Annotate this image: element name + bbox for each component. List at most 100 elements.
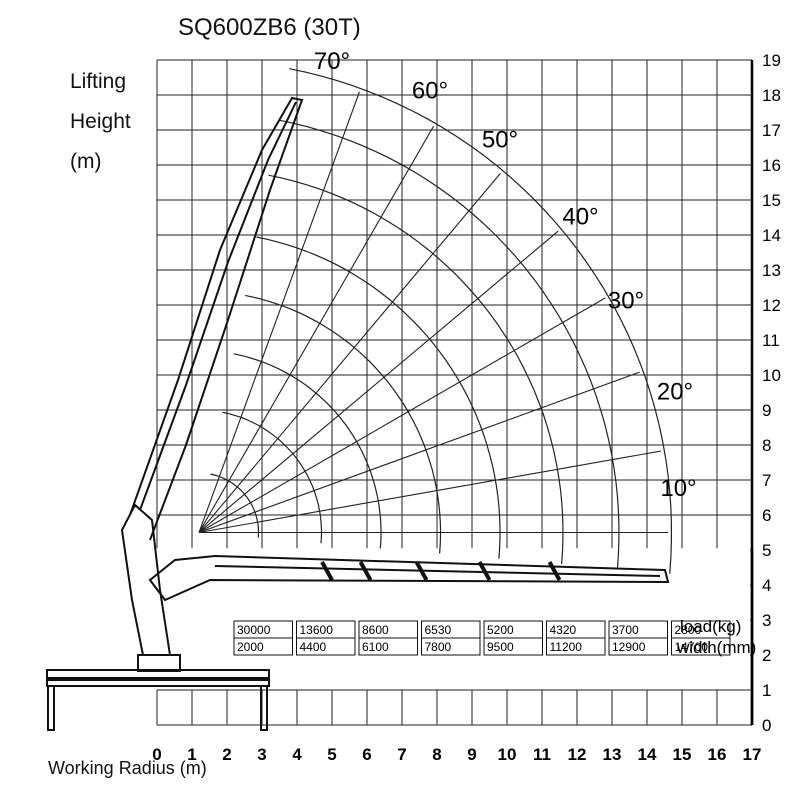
x-tick-label: 7 bbox=[397, 745, 406, 764]
chart-title: SQ600ZB6 (30T) bbox=[178, 14, 361, 41]
x-tick-label: 17 bbox=[743, 745, 762, 764]
angle-ray bbox=[198, 371, 640, 534]
y-tick-label: 19 bbox=[762, 51, 781, 70]
angle-rays bbox=[198, 91, 668, 534]
boom-angle-label: 10° bbox=[660, 475, 696, 502]
crane-boom bbox=[120, 96, 670, 656]
width-cell bbox=[358, 637, 418, 656]
reach-arc bbox=[210, 473, 260, 538]
y-tick-label: 14 bbox=[762, 226, 781, 245]
width-cell bbox=[546, 637, 606, 656]
width-cell bbox=[483, 637, 543, 656]
angle-ray bbox=[198, 297, 606, 533]
y-tick-label: 3 bbox=[762, 611, 771, 630]
horizontal-boom bbox=[148, 554, 670, 602]
width-value: 14700 bbox=[675, 640, 709, 654]
reach-arc bbox=[256, 236, 501, 559]
y-tick-label: 16 bbox=[762, 156, 781, 175]
width-cell bbox=[296, 637, 356, 656]
boom-inner-line bbox=[139, 101, 297, 511]
boom-angle-label: 30° bbox=[608, 288, 644, 315]
width-value: 9500 bbox=[487, 640, 514, 654]
x-tick-label: 0 bbox=[152, 745, 161, 764]
x-tick-label: 10 bbox=[498, 745, 517, 764]
load-value: 3700 bbox=[612, 623, 639, 637]
width-value: 2000 bbox=[237, 640, 264, 654]
x-tick-label: 13 bbox=[603, 745, 622, 764]
width-value: 7800 bbox=[425, 640, 452, 654]
horizontal-boom-inner bbox=[214, 565, 661, 577]
width-row-label: width(mm) bbox=[676, 638, 756, 657]
boom-section-hook bbox=[358, 561, 373, 581]
load-width-table: 30000 13600 8600 6530 5200 4320 3700 2800 2000 44… bbox=[233, 617, 756, 657]
load-value: 6530 bbox=[425, 623, 452, 637]
x-tick-label: 14 bbox=[638, 745, 657, 764]
width-value: 11200 bbox=[550, 640, 583, 654]
reach-arc bbox=[268, 174, 564, 565]
outrigger-beam-lower bbox=[46, 679, 270, 687]
y-tick-label: 7 bbox=[762, 471, 771, 490]
width-cell bbox=[608, 637, 668, 656]
outrigger-leg-right bbox=[260, 685, 268, 731]
y-axis-label-line-1: Lifting bbox=[70, 70, 127, 93]
x-tick-label: 15 bbox=[673, 745, 692, 764]
angle-ray bbox=[198, 91, 360, 533]
load-value: 13600 bbox=[300, 623, 334, 637]
x-tick-label: 11 bbox=[533, 745, 551, 764]
width-value: 6100 bbox=[362, 640, 389, 654]
boom-section-hook bbox=[320, 561, 334, 581]
y-tick-label: 8 bbox=[762, 436, 771, 455]
angle-ray bbox=[198, 450, 661, 534]
load-value: 30000 bbox=[237, 623, 271, 637]
crane-column bbox=[120, 503, 171, 656]
x-tick-label: 16 bbox=[708, 745, 727, 764]
y-tick-label: 10 bbox=[762, 366, 781, 385]
y-tick-label: 6 bbox=[762, 506, 771, 525]
crane-turret-base bbox=[137, 654, 181, 672]
y-tick-label: 12 bbox=[762, 296, 781, 315]
x-tick-label: 1 bbox=[187, 745, 196, 764]
reach-arc bbox=[233, 353, 382, 549]
width-cell bbox=[233, 637, 293, 656]
load-value: 4320 bbox=[550, 623, 577, 637]
y-tick-label: 17 bbox=[762, 121, 781, 140]
width-cell bbox=[421, 637, 481, 656]
y-tick-label: 11 bbox=[762, 331, 780, 350]
y-tick-label: 2 bbox=[762, 646, 771, 665]
x-tick-label: 4 bbox=[292, 745, 302, 764]
x-tick-label: 6 bbox=[362, 745, 371, 764]
boom-angle-label: 70° bbox=[314, 48, 350, 75]
y-tick-label: 13 bbox=[762, 261, 781, 280]
y-tick-label: 9 bbox=[762, 401, 771, 420]
crane-base bbox=[46, 654, 270, 731]
width-cell bbox=[671, 637, 731, 656]
angle-ray bbox=[198, 172, 501, 533]
y-tick-label: 15 bbox=[762, 191, 781, 210]
x-tick-label: 3 bbox=[257, 745, 266, 764]
load-row-label: load(kg) bbox=[680, 617, 741, 636]
y-tick-label: 18 bbox=[762, 86, 781, 105]
width-value: 12900 bbox=[612, 640, 646, 654]
width-value: 4400 bbox=[300, 640, 327, 654]
load-value: 2800 bbox=[675, 623, 702, 637]
reach-arc bbox=[244, 294, 442, 554]
x-axis-label: Working Radius (m) bbox=[48, 758, 207, 778]
angle-ray bbox=[198, 230, 559, 533]
y-axis-label-line-2: Height bbox=[70, 110, 131, 133]
reach-arc bbox=[289, 68, 672, 574]
boom-angle-label: 50° bbox=[482, 127, 518, 154]
x-tick-label: 12 bbox=[568, 745, 587, 764]
y-tick-label: 0 bbox=[762, 716, 771, 735]
y-tick-label: 4 bbox=[762, 576, 771, 595]
reach-arc bbox=[278, 119, 620, 570]
boom-section-hook bbox=[547, 561, 562, 581]
boom-angle-label: 60° bbox=[412, 78, 448, 105]
x-tick-label: 8 bbox=[432, 745, 441, 764]
y-tick-label: 1 bbox=[762, 681, 771, 700]
load-value: 8600 bbox=[362, 623, 389, 637]
x-tick-label: 2 bbox=[222, 745, 231, 764]
angle-ray bbox=[198, 126, 434, 533]
x-tick-label: 5 bbox=[327, 745, 336, 764]
boom-section-hook bbox=[477, 561, 492, 581]
